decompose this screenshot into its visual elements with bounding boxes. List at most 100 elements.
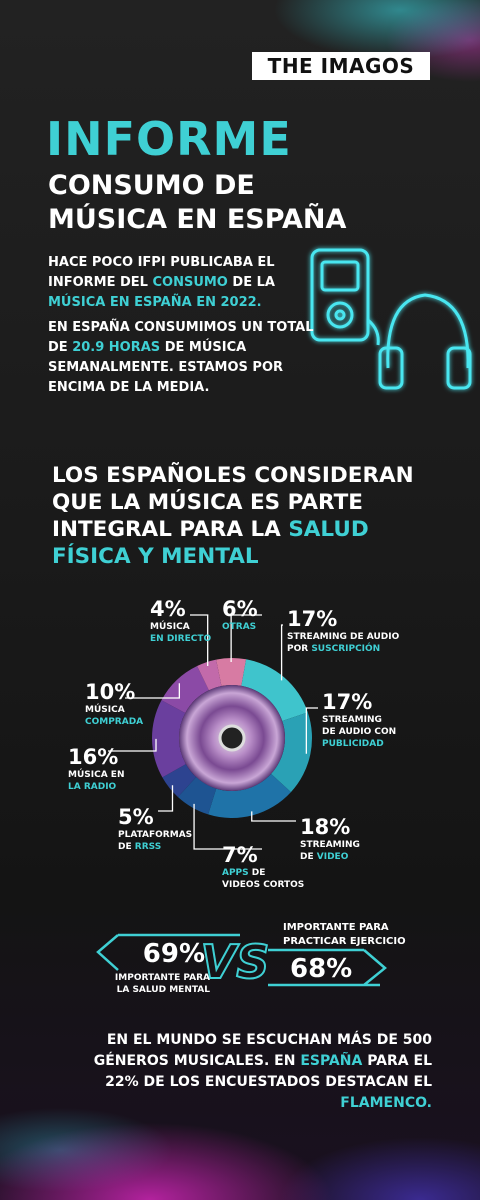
left-label: IMPORTANTE PARA [115, 973, 210, 983]
slice-value: 16% [68, 745, 119, 769]
accent-text: EN DIRECTO [150, 634, 212, 644]
intro-paragraph: EN ESPAÑA CONSUMIMOS UN TOTAL DE 20.9 HO… [48, 318, 318, 398]
slice-category: STREAMING DE AUDIO [287, 631, 399, 643]
accent-text: RRSS [134, 842, 162, 852]
leader-line [190, 614, 209, 666]
slice-category: DE VIDEO [300, 851, 360, 863]
text: STREAMING DE AUDIO [287, 632, 400, 642]
accent-text: 20.9 HORAS [72, 340, 161, 355]
subtitle: MÚSICA EN ESPAÑA [48, 204, 347, 235]
text: MÚSICA EN [68, 770, 125, 780]
text: VIDEOS CORTOS [222, 880, 305, 890]
accent-text: PUBLICIDAD [322, 739, 384, 749]
text: DE [248, 868, 266, 878]
slice-category: MÚSICA [150, 621, 211, 633]
slice-value: 17% [287, 607, 338, 631]
title: INFORME [46, 112, 292, 166]
text: MÚSICA [85, 705, 125, 715]
accent-text: SUSCRIPCIÓN [311, 644, 381, 654]
section-heading: LOS ESPAÑOLES CONSIDERAN QUE LA MÚSICA E… [52, 462, 432, 570]
slice-label: 17% STREAMING DE AUDIO POR SUSCRIPCIÓN [287, 607, 399, 655]
slice-category: PLATAFORMAS [118, 829, 192, 841]
pie-slice [177, 777, 217, 815]
text: LOS ESPAÑOLES CONSIDERAN QUE LA MÚSICA E… [52, 463, 414, 542]
slice-category: STREAMING [322, 714, 396, 726]
slice-label: 10% MÚSICA COMPRADA [85, 680, 143, 728]
slice-category: POR SUSCRIPCIÓN [287, 643, 399, 655]
music-icon [310, 248, 472, 390]
pie-slice [271, 712, 312, 793]
text: DE MÚSICA SEMANALMENTE. ESTAMOS POR ENCI… [48, 340, 284, 395]
text: MÚSICA [150, 622, 190, 632]
pie-slice [241, 659, 308, 722]
right-value: 68% [290, 954, 352, 984]
slice-category: OTRAS [222, 621, 258, 633]
slice-value: 6% [222, 597, 258, 621]
slice-category: EN DIRECTO [150, 633, 211, 645]
slice-label: 6% OTRAS [222, 597, 258, 633]
slice-category: VIDEOS CORTOS [222, 879, 304, 891]
slice-category: LA RADIO [68, 781, 124, 793]
text: EN EL MUNDO SE ESCUCHAN MÁS DE 500 GÉNER… [93, 1032, 432, 1069]
slice-label: 4% MÚSICA EN DIRECTO [150, 597, 211, 645]
slice-category: MÚSICA EN [68, 769, 124, 781]
logo: THE IMAGOS [252, 52, 430, 80]
slice-category: COMPRADA [85, 716, 143, 728]
slice-value: 10% [85, 680, 136, 704]
slice-label: 5% PLATAFORMAS DE RRSS [118, 805, 192, 853]
pie-slice [152, 700, 186, 778]
accent-text: FLAMENCO. [340, 1095, 432, 1111]
slice-category: PUBLICIDAD [322, 738, 396, 750]
text: DE LA [227, 275, 275, 290]
slice-value: 4% [150, 597, 186, 621]
leader-line [230, 614, 262, 663]
slice-label: 16% MÚSICA EN LA RADIO [68, 745, 124, 793]
leader-line [251, 811, 296, 822]
slice-label: 18% STREAMING DE VIDEO [300, 815, 360, 863]
accent-text: ESPAÑA [300, 1053, 363, 1069]
text: POR [287, 644, 312, 654]
accent-text: SALUD FÍSICA Y MENTAL [52, 517, 369, 569]
comparison-frame [96, 933, 387, 987]
accent-text: LA RADIO [68, 782, 117, 792]
slice-category: STREAMING [300, 839, 360, 851]
accent-text: OTRAS [222, 622, 257, 632]
slice-label: 7% APPS DE VIDEOS CORTOS [222, 843, 304, 891]
slice-value: 5% [118, 805, 154, 829]
pie-slice [208, 773, 291, 819]
text: STREAMING [322, 715, 382, 725]
text: PLATAFORMAS [118, 830, 193, 840]
pie-slice [197, 659, 222, 691]
vs: VS [201, 935, 270, 989]
pie-slice [161, 666, 209, 714]
slice-value: 17% [322, 690, 373, 714]
accent-text: CONSUMO [152, 275, 228, 290]
slice-category: MÚSICA [85, 704, 143, 716]
accent-text: VIDEO [316, 852, 349, 862]
left-value: 69% [143, 939, 205, 969]
accent-text: MÚSICA EN ESPAÑA EN 2022. [48, 295, 262, 310]
leader-line [125, 683, 180, 699]
pie-slice [216, 658, 247, 687]
slice-value: 18% [300, 815, 351, 839]
text: PARA EL 22% DE LOS ENCUESTADOS DESTACAN … [105, 1053, 432, 1090]
left-label: LA SALUD MENTAL [117, 985, 211, 995]
slice-category: APPS DE [222, 867, 304, 879]
donut-chart [108, 614, 318, 850]
leader-line [193, 803, 262, 850]
leader-line [108, 738, 157, 752]
slice-category: DE AUDIO CON [322, 726, 396, 738]
text: DE [300, 852, 317, 862]
text: DE [118, 842, 135, 852]
pie-slice [162, 764, 197, 797]
footer-paragraph: EN EL MUNDO SE ESCUCHAN MÁS DE 500 GÉNER… [90, 1030, 432, 1114]
leader-line [305, 707, 318, 754]
leader-line [280, 624, 283, 681]
slice-value: 7% [222, 843, 258, 867]
text: STREAMING [300, 840, 360, 850]
right-label: PRACTICAR EJERCICIO [283, 936, 406, 947]
cd-hole [218, 724, 246, 752]
text: EN ESPAÑA CONSUMIMOS UN TOTAL DE [48, 320, 314, 355]
intro-paragraph: HACE POCO IFPI PUBLICABA EL INFORME DEL … [48, 253, 310, 313]
